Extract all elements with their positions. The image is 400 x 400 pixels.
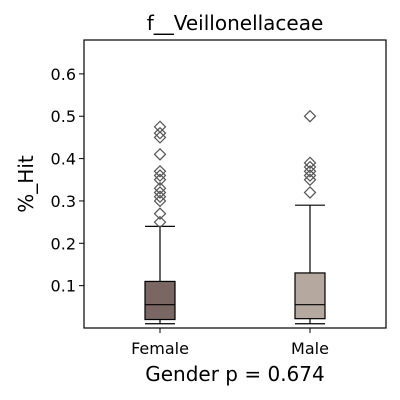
outlier-point — [303, 160, 317, 174]
y-axis-label: %_Hit — [14, 155, 38, 213]
x-axis-label: Gender p = 0.674 — [145, 362, 324, 386]
y-axis: 0.1 0.2 0.3 0.4 0.5 0.6 — [51, 65, 84, 296]
outlier-point — [153, 181, 167, 195]
x-tick-label-female: Female — [131, 339, 189, 358]
boxes — [144, 109, 326, 325]
box-female — [144, 120, 176, 325]
y-tick-label: 0.4 — [51, 150, 76, 169]
outlier-point — [153, 190, 167, 204]
outlier-point — [153, 194, 167, 208]
outlier-point — [303, 156, 317, 170]
outlier-point — [153, 120, 167, 134]
outlier-point — [153, 207, 167, 220]
plot-frame — [83, 39, 387, 329]
outlier-point — [153, 173, 167, 187]
outlier-point — [303, 109, 317, 123]
x-tick-label-male: Male — [291, 339, 329, 358]
outlier-point — [303, 164, 317, 178]
outlier-point — [153, 169, 167, 182]
outlier-point — [153, 126, 167, 140]
outlier-point — [153, 131, 167, 144]
y-tick-label: 0.3 — [51, 192, 76, 211]
y-tick-label: 0.6 — [51, 65, 76, 84]
chart-title: f__Veillonellaceae — [147, 11, 324, 35]
outlier-point — [303, 186, 317, 199]
y-tick-label: 0.1 — [51, 277, 76, 296]
outlier-point — [153, 215, 167, 229]
outlier-point — [303, 173, 317, 187]
outlier-point — [153, 148, 167, 161]
outlier-point — [153, 186, 167, 199]
y-tick-label: 0.2 — [51, 234, 76, 253]
x-axis: Female Male — [131, 328, 329, 358]
box-male — [294, 109, 326, 325]
interquartile-box — [294, 272, 326, 320]
interquartile-box — [144, 280, 176, 321]
outlier-point — [303, 169, 317, 182]
y-tick-label: 0.5 — [51, 107, 76, 126]
outlier-point — [153, 164, 167, 178]
